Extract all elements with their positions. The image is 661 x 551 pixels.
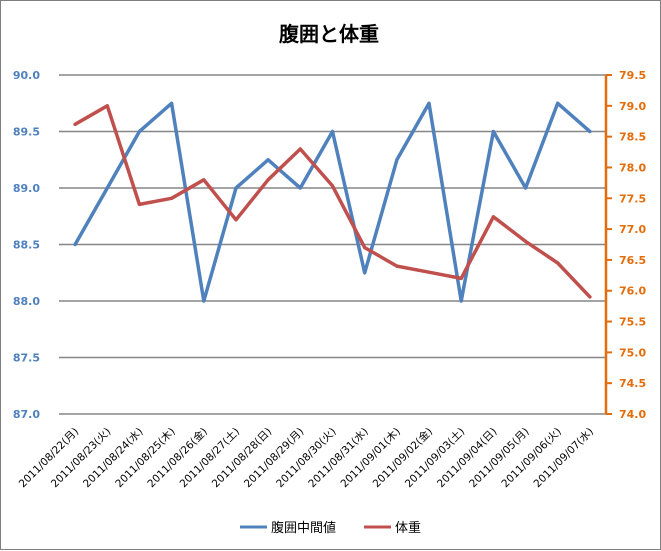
chart-title: 腹囲と体重 [279, 22, 379, 46]
data-point [266, 158, 270, 162]
data-point [298, 186, 302, 190]
data-point [556, 101, 560, 105]
data-point [170, 101, 174, 105]
data-point [73, 122, 77, 126]
data-point [234, 218, 238, 222]
left-tick-label: 88.5 [13, 239, 40, 252]
data-point [427, 101, 431, 105]
data-point [137, 202, 141, 206]
data-point [202, 299, 206, 303]
right-tick-label: 79.0 [619, 100, 646, 113]
left-tick-label: 87.0 [13, 408, 40, 421]
data-point [491, 130, 495, 133]
data-point [266, 178, 270, 182]
data-point [170, 196, 174, 200]
left-tick-label: 90.0 [13, 69, 40, 82]
data-point [524, 239, 528, 243]
data-point [234, 186, 238, 190]
data-point [524, 186, 528, 190]
left-tick-label: 88.0 [13, 295, 40, 308]
data-point [73, 243, 77, 246]
data-point [588, 295, 592, 299]
x-tick-label: 2011/09/02(金) [370, 425, 435, 490]
right-tick-label: 74.0 [619, 408, 646, 421]
data-point [395, 264, 399, 268]
data-point [363, 271, 367, 275]
left-tick-label: 87.5 [13, 352, 40, 365]
left-axis-ticks: 90.0 89.5 89.0 88.5 88.0 87.5 87.0 [13, 69, 40, 421]
data-point [331, 184, 334, 188]
x-tick-label: 2011/08/26(金) [145, 425, 210, 490]
right-tick-label: 75.0 [619, 346, 646, 359]
data-point [298, 147, 302, 151]
data-point [363, 246, 367, 250]
data-point [105, 186, 109, 190]
data-point [491, 215, 495, 219]
x-tick-label: 2011/09/03(土) [402, 425, 467, 490]
data-point [331, 130, 334, 133]
data-point [459, 276, 463, 280]
right-tick-label: 78.0 [619, 161, 646, 174]
right-tick-label: 74.5 [619, 377, 646, 390]
data-point [395, 158, 399, 162]
legend: 腹囲中間値 体重 [240, 520, 421, 536]
right-tick-label: 77.5 [619, 192, 646, 205]
right-tick-label: 79.5 [619, 69, 646, 82]
right-axis-ticks: 79.5 79.0 78.5 78.0 77.5 77.0 76.5 76.0 75.5 75.0… [606, 69, 646, 421]
legend-label-series-1: 腹囲中間値 [271, 520, 336, 536]
right-tick-label: 77.0 [619, 223, 646, 236]
data-point [202, 178, 206, 182]
data-point [137, 130, 141, 133]
data-point [556, 261, 560, 265]
right-tick-label: 76.5 [619, 254, 646, 267]
data-point [105, 104, 109, 108]
x-tick-label: 2011/09/07(水) [532, 426, 597, 491]
right-tick-label: 76.0 [619, 285, 646, 298]
legend-label-series-2: 体重 [395, 520, 421, 536]
left-tick-label: 89.0 [13, 182, 40, 195]
right-tick-label: 78.5 [619, 131, 646, 144]
x-axis-ticks: 2011/08/22(月)2011/08/23(火)2011/08/24(水)2… [17, 425, 596, 490]
right-tick-label: 75.5 [619, 316, 646, 329]
series-lines [73, 101, 592, 303]
x-tick-label: 2011/08/27(土) [177, 425, 242, 490]
left-tick-label: 89.5 [13, 126, 40, 139]
gridlines [59, 74, 606, 415]
data-point [427, 270, 431, 274]
data-point [588, 130, 592, 133]
data-point [459, 299, 463, 303]
